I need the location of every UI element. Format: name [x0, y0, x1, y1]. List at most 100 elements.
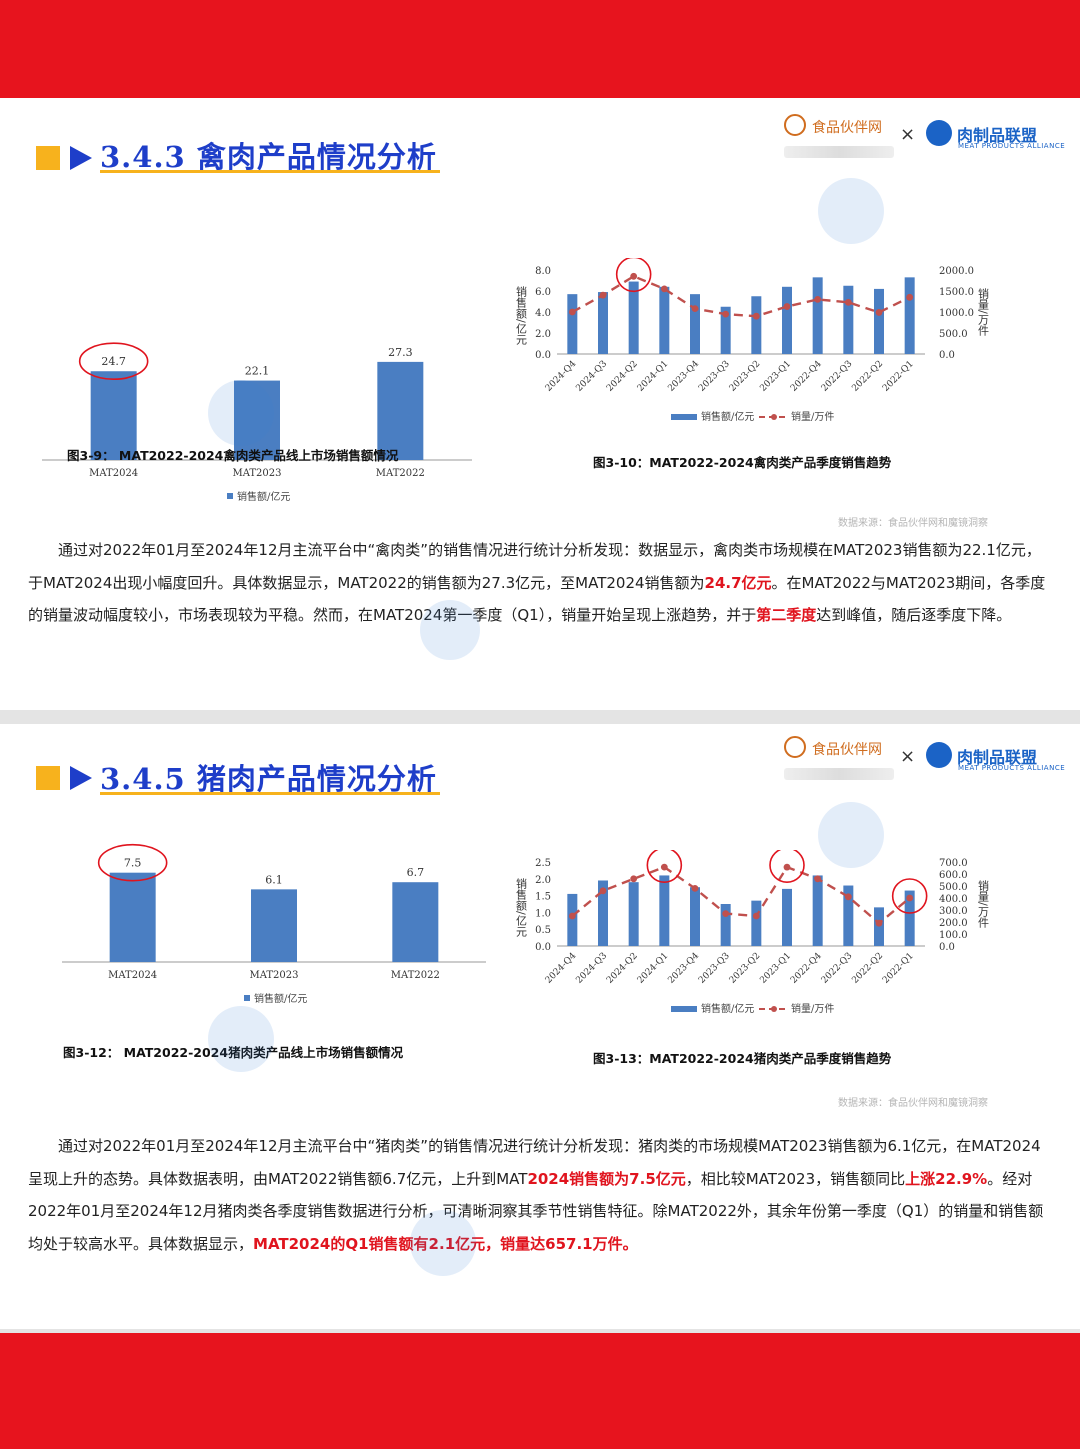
y2-tick-label: 700.0 — [939, 858, 968, 869]
x-tick-label: 2023-Q2 — [728, 951, 763, 986]
bottom-red-band — [0, 1333, 1080, 1449]
y2-tick-label: 1500.0 — [939, 287, 974, 298]
x-tick-label: MAT2024 — [108, 970, 157, 981]
x-tick-label: MAT2023 — [232, 468, 281, 479]
bar — [377, 361, 424, 460]
y-tick-label: 8.0 — [535, 266, 551, 277]
y2-tick-label: 1000.0 — [939, 308, 974, 319]
y-tick-label: 0.0 — [535, 942, 551, 953]
y2-tick-label: 200.0 — [939, 918, 968, 929]
title-underline — [100, 170, 440, 173]
x-tick-label: 2024-Q2 — [605, 359, 640, 394]
legend-label-bar: 销售额/亿元 — [701, 410, 754, 423]
x-tick-label: 2022-Q2 — [850, 951, 885, 986]
line-point — [752, 912, 760, 920]
line-point — [783, 303, 791, 310]
paragraph-text: ，相比较MAT2023，销售额同比 — [685, 1169, 906, 1188]
pork-annual-bar-chart: 7.5 MAT2024 6.1 MAT2023 6.7 MAT2022 销售额/亿元 — [62, 843, 486, 1005]
poultry-section: 3.4.3 禽肉产品情况分析 食品伙伴网 × 肉制品联盟 MEAT PRODUC… — [0, 98, 1080, 710]
partner2-name: 肉制品联盟 — [957, 748, 1038, 767]
line-point — [691, 305, 699, 313]
bar — [598, 292, 608, 354]
series-line — [571, 865, 911, 925]
legend-label: 销售额/亿元 — [237, 490, 290, 503]
bar — [251, 889, 297, 962]
line-point — [875, 919, 883, 927]
x-tick-label: 2024-Q3 — [574, 951, 609, 986]
bar — [598, 880, 608, 946]
legend-swatch — [227, 493, 233, 499]
bar — [904, 890, 915, 946]
x-tick-label: 2022-Q4 — [789, 359, 824, 394]
figure-caption-3-10: 图3-10：MAT2022-2024禽肉类产品季度销售趋势 — [593, 455, 892, 470]
line-point — [814, 875, 822, 883]
bar — [904, 277, 915, 354]
blurred-url — [784, 146, 894, 158]
pork-quarterly-trend-chart: 0.00.51.01.52.02.50.0100.0200.0300.0400.… — [515, 850, 990, 1015]
bar — [690, 294, 700, 354]
partner1-name: 食品伙伴网 — [812, 742, 882, 758]
highlight-circle — [769, 850, 805, 883]
line-point — [844, 893, 852, 901]
x-tick-label: 2024-Q4 — [544, 359, 579, 394]
bar — [628, 281, 639, 354]
y-tick-label: 0.0 — [535, 350, 551, 361]
line-point — [599, 887, 607, 895]
top-red-band — [0, 0, 1080, 98]
alliance-logo-icon — [926, 742, 952, 768]
highlight-circle — [891, 878, 928, 914]
legend-label-line: 销量/万件 — [791, 1002, 834, 1015]
paragraph-text: 。经对2022年01月至2024年12月猪肉类各季度销售数据进行分析，可清晰洞察… — [28, 1169, 1044, 1253]
y-axis-title: 销售额/亿元 — [515, 877, 528, 937]
x-tick-label: 2023-Q1 — [758, 359, 793, 394]
partner2-name: 肉制品联盟 — [957, 126, 1038, 145]
line-point — [630, 875, 638, 883]
bar — [720, 306, 731, 354]
y-tick-label: 1.0 — [535, 908, 551, 919]
paragraph-text: 达到峰值，随后逐季度下降。 — [816, 606, 1012, 624]
highlight-circle — [78, 342, 149, 381]
line-point — [722, 310, 730, 318]
legend-swatch-bar — [671, 414, 697, 420]
bar — [720, 904, 731, 946]
pork-section: 3.4.5 猪肉产品情况分析 食品伙伴网 × 肉制品联盟 MEAT PRODUC… — [0, 724, 1080, 1329]
x-tick-label: MAT2024 — [89, 468, 138, 479]
x-tick-label: MAT2022 — [376, 468, 425, 479]
legend-label: 销售额/亿元 — [254, 992, 307, 1005]
section-marker-arrow-icon — [70, 146, 92, 170]
figure-caption-3-12: 图3-12： MAT2022-2024猪肉类产品线上市场销售额情况 — [63, 1045, 404, 1060]
line-point — [660, 285, 668, 293]
bar — [628, 882, 639, 946]
figure-caption-3-13: 图3-13：MAT2022-2024猪肉类产品季度销售趋势 — [593, 1051, 892, 1066]
blurred-url — [784, 768, 894, 780]
y2-tick-label: 500.0 — [939, 329, 968, 340]
highlight-text: MAT2024的Q1销售额有2.1亿元，销量达657.1万件。 — [253, 1234, 638, 1253]
partner1-name: 食品伙伴网 — [812, 120, 882, 136]
x-tick-label: 2023-Q3 — [697, 951, 732, 986]
line-point — [660, 863, 668, 871]
x-tick-label: 2023-Q1 — [758, 951, 793, 986]
title-underline — [100, 792, 440, 795]
bar — [751, 296, 762, 354]
bar — [812, 875, 823, 946]
bar — [782, 888, 792, 946]
data-label: 22.1 — [245, 365, 270, 378]
y2-tick-label: 0.0 — [939, 942, 955, 953]
y2-tick-label: 500.0 — [939, 882, 968, 893]
x-tick-label: 2024-Q4 — [544, 951, 579, 986]
data-label: 6.7 — [407, 866, 425, 879]
poultry-annual-bar-chart: 24.7 MAT2024 22.1 MAT2023 27.3 MAT2022 销售额/亿元 — [42, 342, 472, 503]
section-marker-arrow-icon — [70, 766, 92, 790]
partner2-english: MEAT PRODUCTS ALLIANCE — [958, 142, 1066, 150]
y2-tick-label: 300.0 — [939, 906, 968, 917]
line-point — [906, 293, 914, 301]
line-point — [722, 910, 730, 917]
x-tick-label: 2022-Q1 — [881, 951, 916, 986]
x-tick-label: 2024-Q1 — [636, 359, 671, 394]
section-title: 3.4.5 猪肉产品情况分析 — [100, 762, 437, 796]
line-point — [844, 298, 852, 306]
bar — [782, 286, 792, 354]
alliance-logo-icon — [926, 120, 952, 146]
y2-tick-label: 400.0 — [939, 894, 968, 905]
bar — [843, 285, 854, 354]
